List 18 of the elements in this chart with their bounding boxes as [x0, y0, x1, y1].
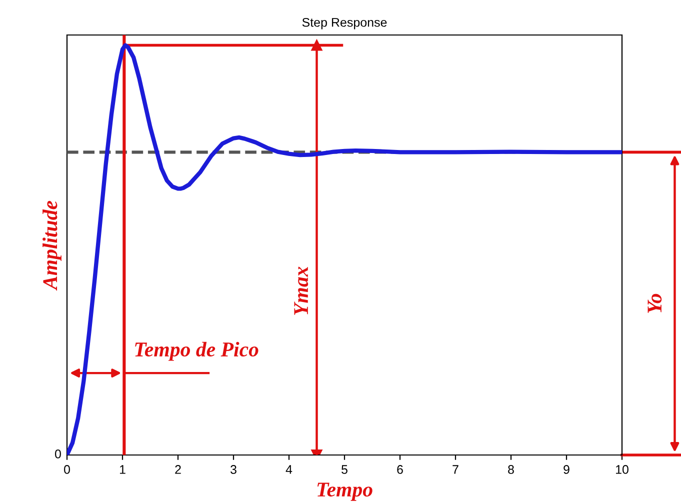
- text: Yo: [648, 294, 662, 313]
- y-axis-title: Amplitude: [42, 200, 62, 291]
- x-tick-label: 7: [452, 465, 458, 474]
- x-tick-label: 8: [508, 465, 514, 474]
- x-axis-title: Tempo: [317, 482, 372, 501]
- x-tick-label: 0: [64, 465, 70, 474]
- chart-title: Step Response: [302, 18, 387, 30]
- x-tick-label: 3: [230, 465, 236, 474]
- x-tick-label: 10: [616, 465, 628, 474]
- annotation: Tempo de Pico: [135, 342, 258, 361]
- x-tick-label: 1: [120, 465, 126, 474]
- x-tick-label: 9: [564, 465, 570, 474]
- ref-line-label: Ymax: [294, 266, 308, 315]
- text: 0: [54, 450, 61, 458]
- x-tick-label: 2: [175, 465, 181, 474]
- x-tick-label: 6: [397, 465, 403, 474]
- x-tick-label: 5: [342, 465, 348, 474]
- x-tick-label: 4: [286, 465, 292, 474]
